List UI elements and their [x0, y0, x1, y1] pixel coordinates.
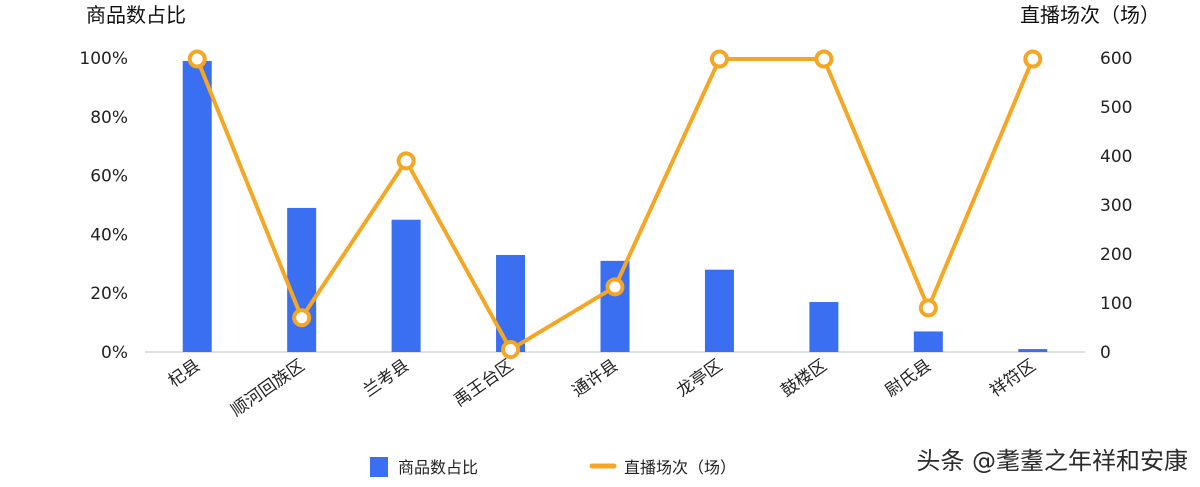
legend-line-label: 直播场次（场）: [624, 458, 736, 477]
x-axis-category-labels: 杞县 顺河回族区 兰考县 禹王台区 通许县 龙亭区 鼓楼区 尉氏县 祥符区: [165, 356, 1040, 421]
line-point: [605, 277, 625, 297]
x-axis-category-label: 兰考县: [360, 356, 413, 402]
bar: [182, 60, 212, 352]
line-point: [918, 298, 938, 318]
x-axis-category-label: 杞县: [165, 356, 204, 392]
y-axis-left-tick: 40%: [90, 225, 128, 245]
y-axis-left-ticks: 0% 20% 40% 60% 80% 100%: [79, 49, 128, 363]
legend: 商品数占比 直播场次（场）: [370, 457, 736, 477]
y-axis-right-tick: 100: [1100, 294, 1132, 314]
y-axis-right-tick: 400: [1100, 147, 1132, 167]
y-axis-right-title: 直播场次（场）: [1020, 3, 1160, 27]
y-axis-left-title: 商品数占比: [86, 3, 186, 27]
y-axis-right-tick: 200: [1100, 245, 1132, 265]
bar: [704, 269, 734, 352]
line-series: [187, 49, 1043, 360]
legend-bar-swatch: [370, 457, 388, 477]
y-axis-left-tick: 80%: [90, 108, 128, 128]
y-axis-right-tick: 600: [1100, 49, 1132, 69]
bar: [1018, 349, 1048, 352]
y-axis-left-tick: 0%: [101, 343, 128, 363]
x-axis-category-label: 尉氏县: [882, 356, 935, 402]
x-axis-category-label: 顺河回族区: [227, 356, 308, 421]
watermark-text: 头条 @耄耋之年祥和安康: [916, 447, 1188, 475]
y-axis-right-tick: 300: [1100, 196, 1132, 216]
line-point: [501, 340, 521, 360]
y-axis-left-tick: 60%: [90, 167, 128, 187]
bar: [287, 207, 317, 352]
bar-series: [182, 60, 1048, 352]
x-axis-category-label: 通许县: [569, 356, 622, 402]
y-axis-right-ticks: 0 100 200 300 400 500 600: [1100, 49, 1132, 363]
bar: [913, 331, 943, 352]
x-axis-category-label: 龙亭区: [673, 356, 726, 402]
y-axis-right-tick: 500: [1100, 98, 1132, 118]
line-point: [1023, 49, 1043, 69]
y-axis-right-tick: 0: [1100, 343, 1111, 363]
bar: [496, 254, 526, 352]
x-axis-category-label: 祥符区: [986, 356, 1039, 402]
line-point: [396, 151, 416, 171]
line-point: [292, 308, 312, 328]
bar: [391, 219, 421, 352]
x-axis-category-label: 鼓楼区: [778, 356, 831, 402]
bar: [600, 260, 630, 352]
bar: [809, 302, 839, 352]
y-axis-left-tick: 100%: [79, 49, 128, 69]
x-axis-category-label: 禹王台区: [450, 356, 517, 411]
y-axis-left-tick: 20%: [90, 284, 128, 304]
line-point: [814, 49, 834, 69]
line-point: [709, 49, 729, 69]
legend-bar-label: 商品数占比: [398, 458, 478, 477]
line-point: [187, 49, 207, 69]
